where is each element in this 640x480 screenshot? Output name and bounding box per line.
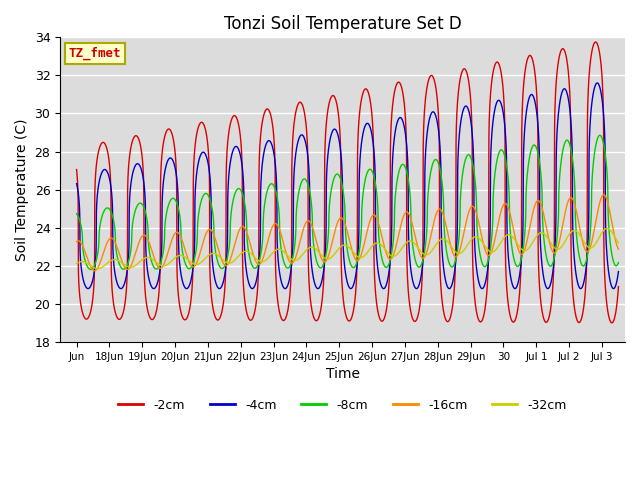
-32cm — [614, 240, 622, 246]
-16cm — [91, 268, 99, 274]
X-axis label: Time: Time — [326, 367, 360, 381]
-16cm — [614, 246, 622, 252]
-16cm — [477, 230, 485, 236]
Line: -4cm: -4cm — [77, 83, 618, 288]
Text: TZ_fmet: TZ_fmet — [68, 47, 121, 60]
-2cm — [280, 318, 287, 324]
-8cm — [172, 197, 179, 203]
-2cm — [608, 320, 616, 326]
-2cm — [477, 319, 484, 324]
-32cm — [398, 246, 406, 252]
-32cm — [425, 251, 433, 257]
-2cm — [171, 148, 179, 154]
-16cm — [398, 219, 406, 225]
-32cm — [94, 266, 102, 272]
-2cm — [592, 39, 600, 45]
-8cm — [614, 260, 622, 265]
-4cm — [614, 269, 622, 275]
-16cm — [172, 230, 179, 236]
-2cm — [73, 167, 81, 172]
-16cm — [600, 192, 607, 198]
-2cm — [397, 84, 405, 90]
Title: Tonzi Soil Temperature Set D: Tonzi Soil Temperature Set D — [224, 15, 461, 33]
Line: -2cm: -2cm — [77, 42, 618, 323]
-8cm — [73, 211, 81, 217]
-8cm — [87, 266, 95, 272]
-4cm — [172, 165, 179, 171]
-8cm — [398, 162, 406, 168]
Y-axis label: Soil Temperature (C): Soil Temperature (C) — [15, 119, 29, 261]
Legend: -2cm, -4cm, -8cm, -16cm, -32cm: -2cm, -4cm, -8cm, -16cm, -32cm — [113, 394, 572, 417]
-4cm — [398, 116, 406, 121]
-4cm — [425, 118, 433, 123]
-32cm — [477, 238, 485, 243]
-16cm — [518, 251, 526, 257]
-4cm — [477, 285, 485, 291]
-4cm — [117, 286, 125, 291]
-2cm — [518, 112, 526, 118]
-4cm — [73, 181, 81, 187]
-4cm — [593, 80, 601, 86]
Line: -16cm: -16cm — [77, 195, 618, 271]
-8cm — [518, 252, 526, 257]
-2cm — [425, 76, 433, 82]
-2cm — [614, 284, 622, 289]
-16cm — [280, 241, 287, 247]
-8cm — [425, 180, 433, 186]
-32cm — [518, 247, 526, 252]
-4cm — [518, 245, 526, 251]
Line: -8cm: -8cm — [77, 135, 618, 269]
-32cm — [604, 226, 611, 231]
-8cm — [477, 256, 485, 262]
-4cm — [280, 285, 287, 290]
-32cm — [73, 261, 81, 266]
-16cm — [73, 239, 81, 245]
-8cm — [280, 259, 287, 264]
-16cm — [425, 241, 433, 247]
Line: -32cm: -32cm — [77, 228, 618, 269]
-32cm — [172, 255, 179, 261]
-32cm — [280, 249, 287, 254]
-8cm — [596, 132, 604, 138]
